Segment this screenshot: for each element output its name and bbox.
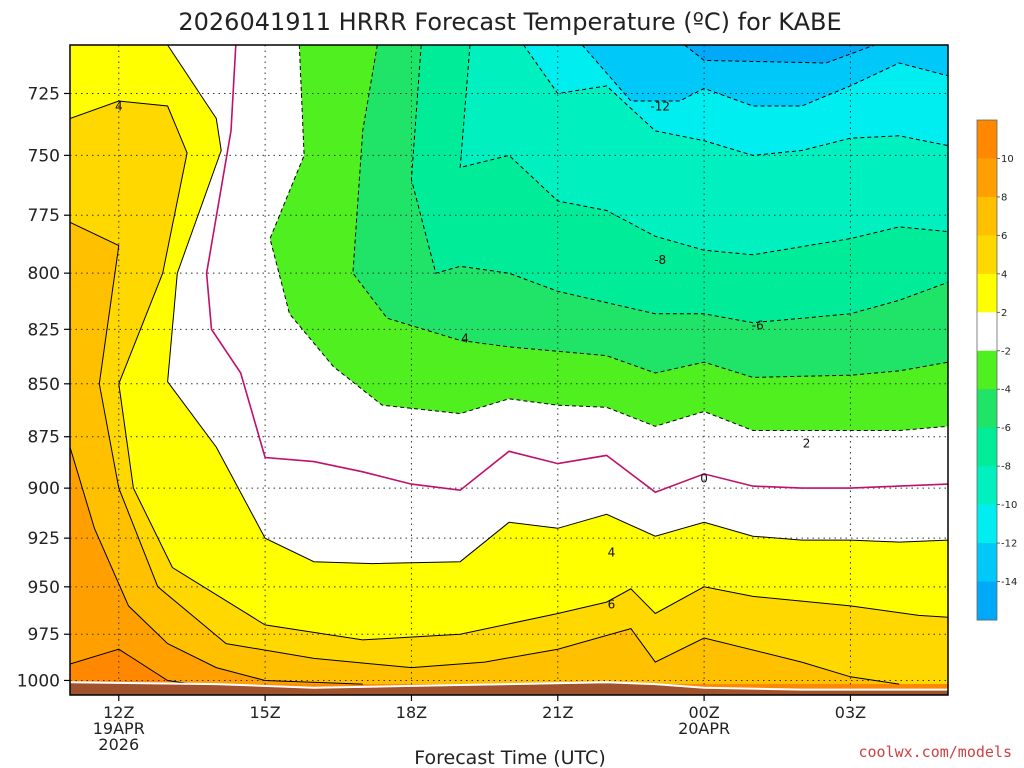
y-tick-label-950: 950 — [28, 578, 60, 598]
plot-frame — [69, 44, 949, 696]
contour-labels: 4 -12 -8 -6 4 2 0 4 6 — [115, 100, 811, 612]
contour-label-7: 4 — [608, 545, 616, 559]
isotherm-contours — [70, 45, 948, 685]
colorbar-band--6 — [977, 389, 997, 429]
colorbar-band--2 — [977, 312, 997, 352]
y-tick-label-775: 775 — [28, 206, 60, 226]
axis-ticks: 725 750 775 800 825 850 875 900 925 950 975 1000 12Z… — [17, 84, 866, 754]
isotherm-0 — [205, 45, 948, 494]
colorbar-band--14 — [977, 543, 997, 583]
colorbar-label--2: -2 — [1001, 346, 1011, 357]
ground-layer — [70, 681, 948, 695]
contour-label-8: 6 — [608, 598, 616, 612]
colorbar-label--4: -4 — [1001, 385, 1011, 396]
colorbar-band-8 — [977, 158, 997, 198]
y-tick-label-975: 975 — [28, 625, 60, 645]
y-tick-label-750: 750 — [28, 146, 60, 166]
colorbar-band-4 — [977, 235, 997, 275]
contour-label-1: -12 — [650, 100, 670, 114]
fill-band-2 — [70, 45, 948, 695]
temperature-fill-bands — [70, 45, 948, 695]
y-tick-label-1000: 1000 — [17, 671, 60, 691]
isotherm--8 — [459, 45, 948, 256]
isotherm-10 — [70, 648, 192, 685]
colorbar: 10 8 6 4 2 -2 -4 -6 -8 -10 -12 -14 — [976, 119, 1017, 621]
colorbar-label-2: 2 — [1001, 308, 1007, 319]
x-tick-label-h0-2: 2026 — [98, 735, 139, 754]
contour-label-6: 0 — [700, 471, 708, 485]
x-tick-label-h6-0: 18Z — [396, 703, 427, 722]
colorbar-label--10: -10 — [1001, 500, 1017, 511]
isotherm--2 — [269, 45, 948, 431]
y-tick-label-800: 800 — [28, 264, 60, 284]
colorbar-label-10: 10 — [1001, 154, 1014, 165]
isotherm--6 — [410, 45, 948, 324]
contour-label-4: 4 — [461, 332, 469, 346]
isotherm--14 — [684, 45, 948, 64]
y-tick-label-875: 875 — [28, 428, 60, 448]
contour-label-0: 4 — [115, 100, 123, 114]
colorbar-band--12 — [977, 504, 997, 544]
contour-label-2: -8 — [654, 253, 666, 267]
colorbar-band--8 — [977, 427, 997, 467]
isotherm-2 — [70, 45, 948, 565]
colorbar-label--14: -14 — [1001, 577, 1017, 588]
colorbar-label--6: -6 — [1001, 423, 1011, 434]
contour-label-5: 2 — [803, 436, 811, 450]
isotherm--10 — [523, 45, 948, 156]
x-tick-label-h3-0: 15Z — [249, 703, 280, 722]
colorbar-label-8: 8 — [1001, 192, 1007, 203]
isotherm--12 — [581, 45, 948, 107]
isotherm-4 — [70, 100, 948, 641]
x-tick-label-h15-0: 03Z — [835, 703, 866, 722]
colorbar-label-6: 6 — [1001, 231, 1007, 242]
x-tick-label-h12-0: 00Z — [688, 703, 719, 722]
colorbar-band--16 — [977, 581, 997, 621]
x-tick-label-h9-0: 21Z — [542, 703, 573, 722]
x-axis-label: Forecast Time (UTC) — [414, 747, 605, 768]
colorbar-band--4 — [977, 350, 997, 390]
colorbar-label--12: -12 — [1001, 539, 1017, 550]
colorbar-band--10 — [977, 466, 997, 506]
colorbar-label-4: 4 — [1001, 269, 1007, 280]
y-tick-label-900: 900 — [28, 479, 60, 499]
isotherm-8 — [70, 446, 363, 685]
x-tick-label-h0-0: 12Z — [103, 703, 134, 722]
credit-text: coolwx.com/models — [858, 743, 1012, 761]
y-tick-label-825: 825 — [28, 320, 60, 340]
colorbar-band-10 — [977, 120, 997, 159]
x-tick-label-h0-1: 19APR — [93, 719, 145, 738]
chart-title: 2026041911 HRRR Forecast Temperature (ºC… — [178, 8, 841, 36]
x-tick-label-h12-1: 20APR — [678, 719, 730, 738]
y-tick-label-925: 925 — [28, 529, 60, 549]
ground-fill — [70, 682, 948, 695]
colorbar-band-6 — [977, 196, 997, 236]
colorbar-frame — [976, 119, 998, 621]
y-tick-label-725: 725 — [28, 84, 60, 104]
isotherm-6 — [70, 221, 900, 685]
surface-line — [70, 681, 948, 691]
colorbar-band-2 — [977, 273, 997, 313]
y-tick-label-850: 850 — [28, 375, 60, 395]
colorbar-label--8: -8 — [1001, 462, 1011, 473]
contour-label-3: -6 — [752, 318, 764, 332]
fill-band-8 — [70, 447, 948, 695]
